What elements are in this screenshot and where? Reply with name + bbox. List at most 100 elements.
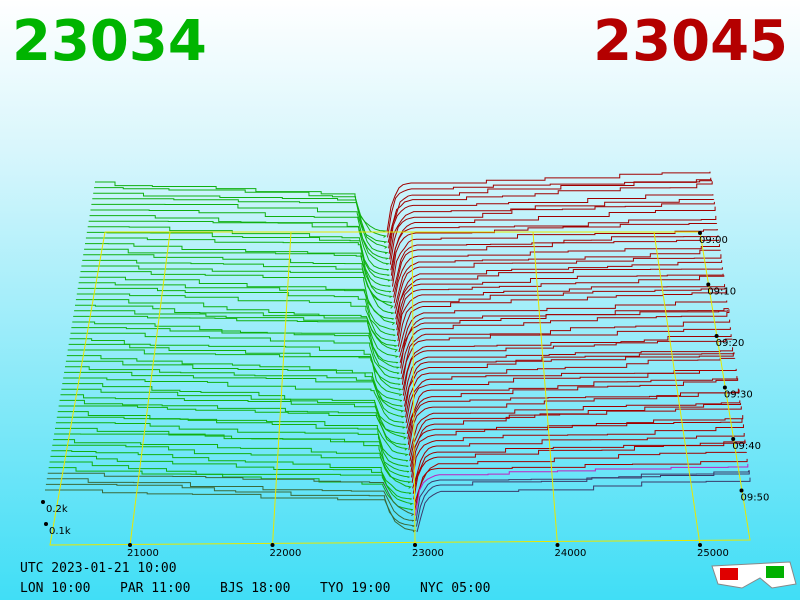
ask-depth-line [397, 288, 726, 347]
ask-depth-line [411, 424, 744, 483]
bid-depth-line [53, 439, 412, 484]
ask-depth-line [416, 477, 751, 533]
bid-depth-line [62, 383, 407, 429]
bid-depth-line [47, 472, 415, 517]
ask-depth-line [408, 400, 741, 456]
ask-depth-line [390, 206, 716, 271]
bid-depth-line [49, 461, 414, 506]
ask-depth-line [392, 235, 719, 293]
ask-depth-line [394, 249, 721, 309]
bid-depth-line [68, 343, 403, 391]
bid-depth-line [65, 366, 405, 413]
price-grid-line [532, 231, 558, 546]
bid-depth-line [65, 360, 403, 408]
price-tick-label: 24000 [555, 548, 587, 559]
ask-depth-line [405, 357, 736, 418]
ask-depth-line [412, 432, 745, 489]
ask-depth-line [388, 194, 714, 254]
ask-depth-line [388, 181, 713, 249]
time-tick-label: 09:50 [741, 493, 770, 504]
ask-depth-line [406, 376, 738, 434]
time-tick [722, 385, 727, 390]
ask-depth-line [408, 389, 740, 451]
bid-depth-line [61, 388, 406, 435]
ask-depth-line [414, 463, 749, 516]
ask-depth-line [410, 418, 743, 473]
price-tick [413, 543, 417, 547]
ask-depth-line [414, 458, 748, 511]
ask-depth-line [412, 439, 746, 494]
bid-depth-line [77, 287, 396, 337]
ask-depth-line [400, 309, 730, 374]
bid-depth-line [45, 489, 417, 533]
bid-depth-line [85, 243, 392, 293]
ask-depth-line [387, 177, 712, 238]
price-tick-label: 22000 [270, 548, 302, 559]
depth-tick [44, 522, 48, 526]
time-tick-label: 09:00 [699, 235, 728, 246]
bid-depth-line [72, 321, 401, 369]
bid-depth-line [88, 220, 389, 271]
bid-depth-line [54, 433, 410, 478]
ask-depth-line [405, 370, 736, 424]
time-tick-label: 09:20 [716, 338, 745, 349]
bid-depth-line [78, 282, 395, 331]
time-tick-label: 09:10 [707, 287, 736, 298]
bid-depth-line [79, 276, 396, 326]
ask-depth-line [393, 239, 720, 298]
bid-depth-line [95, 181, 387, 233]
frame [49, 231, 751, 546]
price-tick-label: 21000 [127, 548, 159, 559]
time-tick-label: 09:30 [724, 390, 753, 401]
ask-depth-line [387, 179, 712, 244]
glasses-icon [711, 561, 797, 589]
price-tick [128, 543, 132, 547]
ask-depth-line [395, 260, 723, 320]
time-tick [731, 437, 736, 441]
zone-time: PAR 11:00 [120, 581, 190, 596]
ask-depth-line [394, 254, 722, 314]
ask-depth-line [413, 441, 747, 500]
bid-depth-line [45, 483, 415, 528]
right-lens [766, 566, 784, 578]
depth-tick [41, 500, 45, 504]
time-tick [698, 231, 702, 235]
bid-depth-line [69, 338, 401, 386]
price-tick [698, 543, 702, 547]
price-grid-line [411, 231, 416, 546]
bid-depth-line [55, 422, 409, 468]
price-grid-line [272, 231, 292, 546]
ask-depth-line [402, 334, 732, 391]
ask-depth-line [403, 352, 734, 407]
bid-depth-line [52, 444, 412, 489]
bid-depth-line [91, 203, 389, 255]
bid-depth-line [50, 455, 412, 500]
bid-depth-line [75, 299, 399, 348]
bid-depth-line [84, 248, 394, 298]
time-tick [739, 488, 744, 493]
bid-depth-line [93, 192, 388, 244]
bid-depth-line [56, 416, 409, 462]
price-grid-line [653, 231, 701, 546]
depth-lines [45, 171, 751, 533]
bid-depth-line [80, 271, 394, 320]
ask-depth-line [415, 470, 750, 527]
zone-time: BJS 18:00 [220, 581, 290, 596]
bid-depth-line [73, 315, 399, 364]
ask-depth-line [399, 300, 728, 358]
depth-tick-label: 0.1k [49, 526, 71, 537]
bid-depth-line [46, 478, 415, 522]
frame-outline [49, 231, 751, 546]
ask-depth-line [396, 275, 725, 336]
depth-tick-label: 0.2k [46, 504, 68, 515]
time-tick-label: 09:40 [732, 441, 761, 452]
bid-depth-line [60, 394, 407, 440]
bid-depth-line [74, 310, 400, 358]
ask-depth-line [400, 308, 729, 369]
bid-depth-line [94, 187, 387, 238]
ask-depth-line [389, 199, 715, 260]
price-tick [555, 543, 560, 547]
bid-depth-line [70, 332, 402, 380]
bid-depth-line [85, 237, 391, 288]
bid-depth-line [87, 226, 390, 277]
